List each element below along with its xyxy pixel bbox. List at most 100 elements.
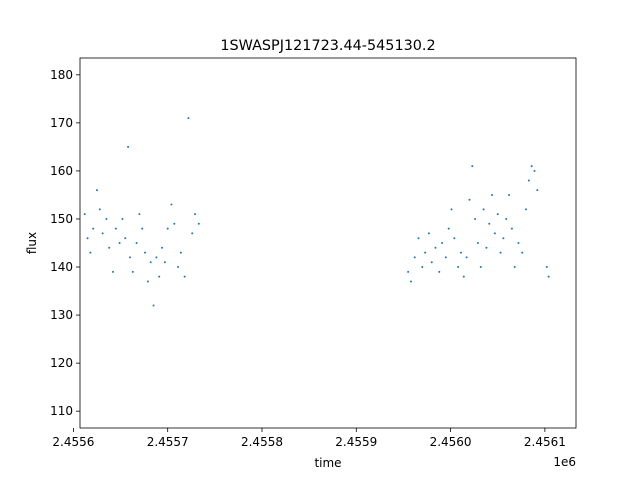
data-point [462,275,465,278]
data-point [161,246,164,249]
data-point [421,266,424,269]
data-point [127,145,130,148]
data-point [527,179,530,182]
y-tick-label: 120 [50,356,73,370]
data-point [183,275,186,278]
data-point [409,280,412,283]
data-point [485,246,488,249]
data-point [471,165,474,168]
x-tick-label: 2.4559 [335,435,377,449]
data-point [536,189,539,192]
data-point [517,242,520,244]
data-point [450,208,453,211]
data-point [163,261,166,264]
data-point [474,217,477,220]
data-point [482,208,485,211]
data-point [144,251,147,254]
data-point [131,270,134,273]
data-point [191,232,194,235]
y-tick-label: 140 [50,260,73,274]
data-point [118,242,121,244]
data-point [438,270,441,273]
data-point [112,270,115,273]
x-tick-label: 2.4561 [524,435,566,449]
data-points [83,117,550,307]
data-point [465,256,468,259]
data-point [468,198,471,201]
data-point [149,261,152,264]
plot-frame [79,57,577,429]
data-point [505,217,508,220]
data-point [521,251,524,254]
data-point [152,304,155,307]
x-tick-label: 2.4557 [147,435,189,449]
y-tick-label: 170 [50,116,73,130]
data-point [197,222,200,225]
data-point [430,261,433,264]
data-point [155,256,158,259]
data-point [444,256,447,259]
data-point [135,242,138,244]
y-tick-label: 160 [50,164,73,178]
data-point [187,117,190,120]
data-point [513,266,516,269]
y-tick-label: 130 [50,308,73,322]
x-tick-label: 2.4560 [430,435,472,449]
data-point [146,280,149,283]
data-point [158,275,161,278]
data-point [547,275,550,278]
data-point [86,237,89,240]
x-offset-label: 1e6 [553,455,576,469]
y-axis-ticks: 110 120 130 140 150 160 170 180 [50,68,80,418]
data-point [138,213,141,216]
y-tick-label: 180 [50,68,73,82]
data-point [459,251,462,254]
y-axis-label: flux [25,232,39,254]
data-point [496,213,499,216]
data-point [83,213,86,216]
y-tick-label: 110 [50,404,73,418]
data-point [533,169,536,172]
data-point [447,227,450,230]
data-point [108,246,111,249]
x-axis-label: time [314,456,341,470]
data-point [89,251,92,254]
data-point [457,266,460,269]
data-point [424,251,427,254]
data-point [488,222,491,225]
data-point [92,227,95,230]
data-point [179,251,182,254]
data-point [101,232,104,235]
data-point [434,246,437,249]
data-point [413,256,416,259]
data-point [479,266,482,269]
data-point [441,242,444,244]
data-point [121,217,124,220]
data-point [530,165,533,168]
data-point [491,193,494,196]
x-axis-ticks: 2.4556 2.4557 2.4558 2.4559 2.4560 2.4561 [52,428,566,449]
data-point [407,270,410,273]
data-point [98,208,101,211]
data-point [128,256,131,259]
data-point [545,266,548,269]
data-point [525,208,528,211]
data-point [114,227,117,230]
data-point [95,189,98,192]
data-point [141,227,144,230]
data-point [499,251,502,254]
data-point [510,227,513,230]
data-point [453,237,456,240]
data-point [502,237,505,240]
y-tick-label: 150 [50,212,73,226]
data-point [173,222,176,225]
data-point [124,237,127,240]
data-point [508,193,511,196]
data-point [105,217,108,220]
data-point [427,232,430,235]
chart-title: 1SWASPJ121723.44-545130.2 [220,38,435,54]
data-point [177,266,180,269]
data-point [194,213,197,216]
